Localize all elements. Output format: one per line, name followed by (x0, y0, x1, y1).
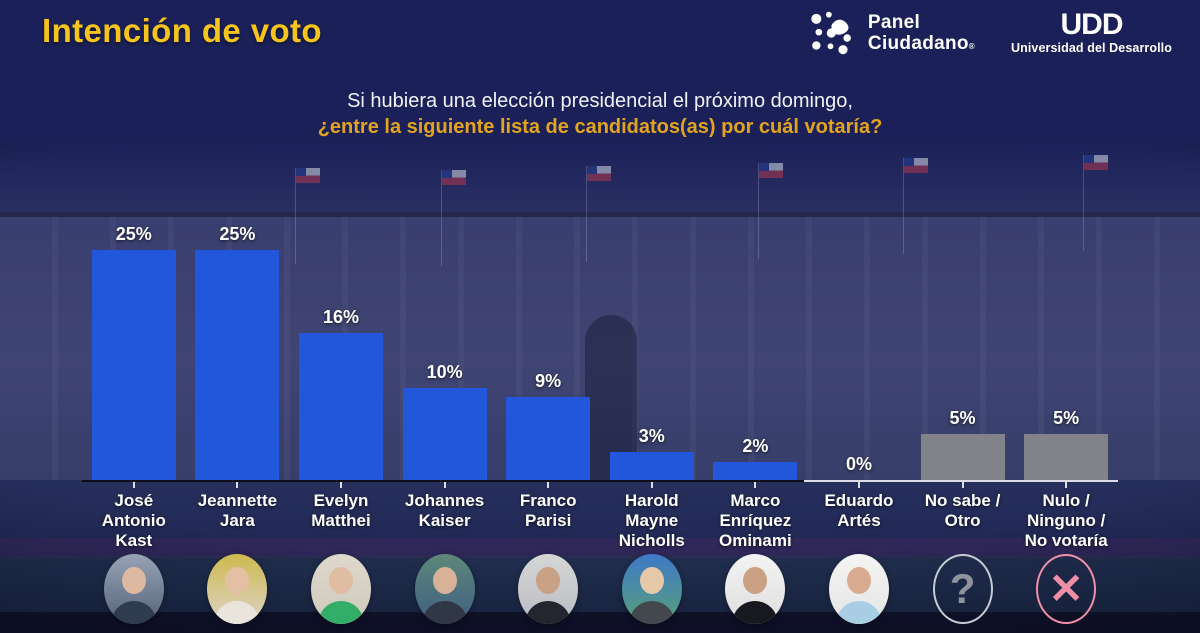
bar-value-label: 0% (845, 454, 872, 474)
question-line-1: Si hubiera una elección presidencial el … (347, 90, 853, 112)
survey-question: Si hubiera una elección presidencial el … (0, 88, 1200, 140)
axis-tick (1065, 482, 1068, 488)
cross-icon: ✕ (1036, 554, 1097, 624)
plot-area: 25% 25% 16% 10% 9% 3% 2% 0% 5% 5% (82, 210, 1118, 480)
category-no-sabe-otro: No sabe / Otro (911, 482, 1015, 551)
bar-value-label: 5% (949, 408, 976, 428)
axis-tick (754, 482, 757, 488)
candidate-avatars-row: ? ✕ (82, 554, 1118, 624)
bar-column-parisi: 9% (496, 210, 600, 480)
bar-nulo-ninguno (1024, 434, 1109, 480)
bar-column-mayne-nicholls: 3% (600, 210, 704, 480)
bar-value-label: 9% (535, 371, 562, 391)
bar-column-nulo-ninguno: 5% (1014, 210, 1118, 480)
axis-tick (443, 482, 446, 488)
panel-word: Panel (867, 11, 921, 33)
bar-column-artes: 0% (807, 210, 911, 480)
bar-column-enriquez-ominami: 2% (704, 210, 808, 480)
bar-mayne-nicholls (609, 452, 694, 480)
bar-column-kaiser: 10% (393, 210, 497, 480)
category-artes: Eduardo Artés (807, 482, 911, 551)
x-axis-dark-segment (82, 480, 805, 482)
avatar-artes (828, 554, 889, 624)
ciudadano-word: Ciudadano® (867, 33, 975, 54)
vote-intention-bar-chart: 25% 25% 16% 10% 9% 3% 2% 0% 5% 5% José A… (82, 210, 1118, 630)
avatar-jara (207, 554, 268, 624)
category-nulo-ninguno: Nulo / Ninguno / No votaría (1014, 482, 1118, 551)
udd-acronym: UDD (1060, 8, 1124, 41)
category-mayne-nicholls: Harold Mayne Nicholls (600, 482, 704, 551)
panel-ciudadano-wordmark: Panel Ciudadano® (868, 12, 975, 55)
bar-kast (91, 250, 176, 480)
bar-value-label: 10% (426, 362, 463, 382)
axis-tick (236, 482, 239, 488)
bar-no-sabe-otro (920, 434, 1005, 480)
category-kaiser: Johannes Kaiser (393, 482, 497, 551)
axis-tick (339, 482, 342, 488)
page-title: Intención de voto (42, 12, 322, 49)
question-line-2: ¿entre la siguiente lista de candidatos(… (317, 116, 883, 138)
question-mark-icon: ? (932, 554, 993, 624)
bar-column-kast: 25% (82, 210, 186, 480)
axis-tick (650, 482, 653, 488)
avatar-enriquez-ominami (725, 554, 786, 624)
category-enriquez-ominami: Marco Enríquez Ominami (704, 482, 808, 551)
bar-value-label: 25% (115, 224, 152, 244)
avatar-matthei (310, 554, 371, 624)
avatar-kaiser (414, 554, 475, 624)
category-parisi: Franco Parisi (496, 482, 600, 551)
bar-kaiser (402, 388, 487, 480)
x-axis-line (82, 480, 1118, 482)
bar-value-label: 25% (219, 224, 256, 244)
bar-column-no-sabe-otro: 5% (911, 210, 1015, 480)
axis-tick (857, 482, 860, 488)
bar-parisi (506, 397, 591, 480)
udd-logo: UDD Universidad del Desarrollo (1011, 8, 1172, 56)
panel-ciudadano-dots-icon (811, 11, 851, 55)
bar-matthei (298, 333, 383, 480)
bar-value-label: 5% (1053, 408, 1080, 428)
bar-value-label: 3% (638, 426, 665, 446)
category-jara: Jeannette Jara (186, 482, 290, 551)
axis-tick (961, 482, 964, 488)
header-logos: Panel Ciudadano® UDD Universidad del Des… (808, 8, 1172, 58)
bar-enriquez-ominami (713, 462, 798, 480)
avatar-kast (103, 554, 164, 624)
bar-jara (195, 250, 280, 480)
bar-column-jara: 25% (186, 210, 290, 480)
avatar-mayne-nicholls (621, 554, 682, 624)
axis-tick (547, 482, 550, 488)
panel-ciudadano-logo: Panel Ciudadano® (808, 8, 975, 58)
udd-university-name: Universidad del Desarrollo (1011, 41, 1172, 55)
avatar-parisi (518, 554, 579, 624)
category-matthei: Evelyn Matthei (289, 482, 393, 551)
category-kast: José Antonio Kast (82, 482, 186, 551)
bar-value-label: 2% (742, 436, 769, 456)
category-labels-row: José Antonio Kast Jeannette Jara Evelyn … (82, 482, 1118, 551)
axis-tick (132, 482, 135, 488)
x-axis-light-segment (804, 480, 1118, 482)
bar-column-matthei: 16% (289, 210, 393, 480)
bar-value-label: 16% (322, 307, 359, 327)
